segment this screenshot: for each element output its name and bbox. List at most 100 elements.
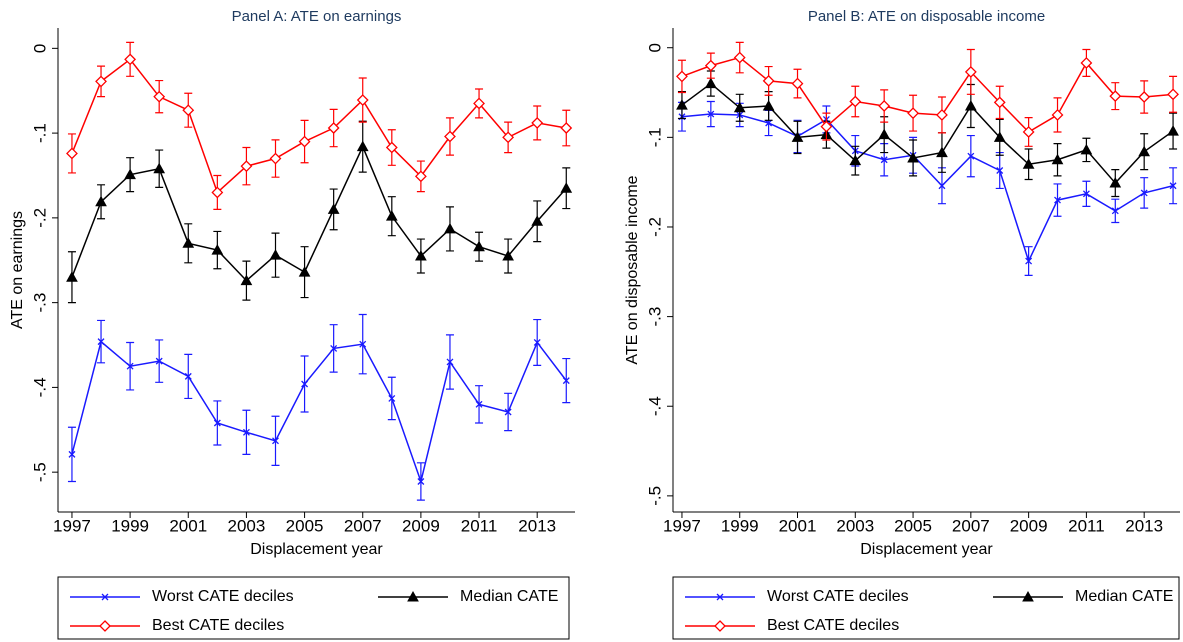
marker-x — [1025, 257, 1033, 265]
marker-triangle — [676, 99, 688, 110]
marker-diamond — [385, 141, 398, 154]
x-tick-label: 2009 — [1010, 516, 1048, 535]
marker-triangle — [1080, 143, 1093, 155]
marker-x — [967, 152, 975, 160]
marker-diamond — [791, 77, 804, 90]
marker-diamond — [907, 107, 919, 120]
x-tick-label: 2013 — [1125, 516, 1163, 535]
marker-diamond — [124, 53, 137, 66]
marker-x — [1169, 182, 1177, 190]
marker-x — [1082, 190, 1090, 198]
marker-triangle — [791, 131, 804, 142]
marker-diamond — [182, 104, 195, 117]
marker-triangle — [473, 240, 485, 252]
marker-triangle — [1167, 125, 1179, 136]
marker-x — [184, 372, 192, 380]
y-tick-label: -.4 — [30, 377, 49, 397]
marker-x — [996, 167, 1004, 174]
marker-triangle — [66, 271, 78, 282]
y-tick-label: -.4 — [645, 396, 664, 416]
marker-x — [475, 400, 483, 408]
marker-triangle — [502, 249, 514, 261]
marker-diamond — [298, 135, 311, 148]
y-tick-label: -.1 — [30, 123, 49, 143]
marker-diamond — [1138, 91, 1151, 103]
legend-label: Best CATE deciles — [152, 617, 284, 634]
x-tick-label: 1997 — [53, 516, 91, 535]
x-tick-label: 2003 — [228, 516, 266, 535]
marker-x — [765, 119, 773, 127]
y-tick-label: -.2 — [30, 208, 49, 228]
legend-label: Median CATE — [460, 588, 558, 605]
x-tick-label: 1999 — [721, 516, 759, 535]
series-line — [71, 58, 567, 194]
marker-triangle — [95, 195, 107, 207]
marker-x — [97, 338, 105, 346]
series-line — [71, 144, 567, 282]
legend-entry: Best CATE deciles — [70, 617, 284, 634]
legend-label: Worst CATE deciles — [152, 588, 294, 605]
legend-label: Worst CATE deciles — [767, 588, 909, 605]
marker-diamond — [676, 70, 688, 83]
marker-triangle — [878, 128, 891, 140]
marker-triangle — [153, 162, 166, 174]
marker-x — [1140, 189, 1148, 197]
marker-diamond — [99, 620, 111, 632]
marker-x — [446, 358, 454, 366]
panel: Panel A: ATE on earnings 0 -.1 -.2 -.3 -.4 -.5… — [9, 8, 575, 640]
y-axis-title: ATE on earnings — [9, 211, 26, 329]
marker-triangle — [993, 131, 1006, 142]
marker-triangle — [407, 590, 419, 602]
marker-triangle — [298, 266, 311, 277]
marker-diamond — [714, 620, 726, 632]
y-axis-title: ATE on disposable income — [624, 175, 641, 364]
legend-entry: Median CATE — [378, 588, 558, 605]
legend-label: Median CATE — [1075, 588, 1173, 605]
y-tick-label: -.1 — [645, 127, 664, 147]
y-tick-label: 0 — [645, 43, 664, 52]
marker-x — [155, 357, 163, 365]
marker-x — [938, 182, 946, 190]
y-tick-label: 0 — [30, 44, 49, 53]
marker-triangle — [182, 237, 195, 248]
marker-triangle — [444, 222, 456, 234]
marker-diamond — [1051, 109, 1064, 121]
marker-diamond — [502, 131, 515, 144]
chart-title: Panel B: ATE on disposable income — [808, 8, 1045, 25]
marker-x — [562, 377, 570, 385]
marker-diamond — [240, 160, 253, 173]
marker-diamond — [211, 186, 224, 199]
marker-x — [1111, 207, 1119, 215]
marker-x — [388, 394, 396, 402]
chart-title: Panel A: ATE on earnings — [232, 8, 402, 25]
marker-x — [68, 450, 76, 458]
marker-diamond — [269, 152, 282, 165]
marker-x — [1054, 196, 1061, 204]
marker-triangle — [733, 101, 746, 113]
marker-triangle — [415, 249, 427, 261]
legend-box — [672, 576, 1180, 640]
marker-diamond — [356, 94, 369, 106]
marker-x — [359, 340, 367, 348]
x-tick-label: 2001 — [169, 516, 207, 535]
x-tick-label: 2013 — [518, 516, 556, 535]
marker-diamond — [704, 59, 717, 72]
marker-triangle — [1138, 145, 1151, 157]
marker-triangle — [560, 182, 573, 193]
marker-triangle — [1022, 590, 1034, 602]
marker-diamond — [327, 122, 340, 134]
legend-entry: Best CATE deciles — [685, 617, 899, 634]
marker-triangle — [1051, 153, 1064, 165]
x-tick-label: 2007 — [344, 516, 382, 535]
legend-entry: Worst CATE deciles — [685, 588, 909, 605]
y-tick-label: -.2 — [645, 217, 664, 237]
marker-x — [301, 380, 309, 388]
marker-triangle — [704, 77, 717, 89]
y-tick-label: -.5 — [645, 486, 664, 506]
y-tick-label: -.3 — [30, 293, 49, 313]
marker-x — [707, 110, 715, 118]
marker-triangle — [240, 274, 253, 286]
marker-diamond — [531, 117, 544, 129]
marker-diamond — [153, 90, 166, 103]
